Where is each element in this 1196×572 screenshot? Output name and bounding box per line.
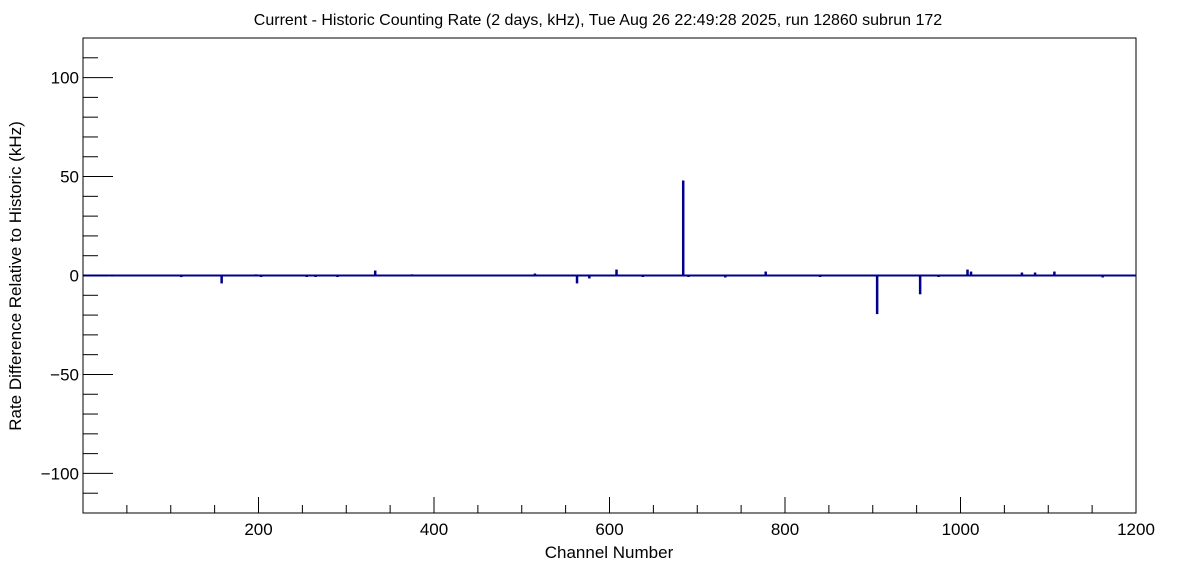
y-tick-label: −50	[50, 365, 79, 384]
y-tick-label: 100	[51, 69, 79, 88]
y-tick-label: 50	[60, 168, 79, 187]
x-tick-label: 1000	[942, 520, 980, 539]
bar	[615, 270, 618, 276]
bar	[819, 276, 822, 278]
y-tick-label: 0	[70, 267, 79, 286]
bar	[314, 276, 317, 278]
bar	[682, 181, 685, 276]
bar	[220, 276, 223, 284]
bar	[970, 272, 973, 276]
x-tick-label: 200	[244, 520, 272, 539]
bar	[642, 276, 645, 278]
bar	[1053, 272, 1056, 276]
bar	[919, 276, 922, 295]
bar	[937, 276, 940, 278]
bar	[260, 276, 263, 278]
x-tick-label: 600	[595, 520, 623, 539]
bar	[1101, 276, 1104, 278]
x-tick-label: 400	[420, 520, 448, 539]
x-tick-label: 800	[771, 520, 799, 539]
bar	[336, 276, 339, 278]
y-tick-label: −100	[41, 464, 79, 483]
bar	[724, 276, 727, 278]
bar	[764, 272, 767, 276]
series-bars	[108, 181, 1104, 315]
bar	[534, 274, 537, 276]
y-axis-title: Rate Difference Relative to Historic (kH…	[6, 121, 25, 431]
bar	[180, 276, 183, 278]
bar	[108, 275, 111, 277]
bar	[374, 271, 377, 276]
bar	[796, 275, 799, 277]
bar	[411, 274, 414, 276]
chart-title: Current - Historic Counting Rate (2 days…	[254, 12, 943, 29]
bar	[966, 270, 969, 276]
bar	[1034, 273, 1037, 276]
bar	[658, 275, 661, 277]
bar	[687, 276, 690, 278]
y-axis-ticks: −100 −50 0 50 100	[41, 58, 113, 493]
x-tick-label: 1200	[1117, 520, 1155, 539]
x-axis-ticks: 200 400 600 800 1000 1200	[127, 497, 1155, 539]
bar	[306, 276, 309, 278]
bar	[876, 276, 879, 315]
bar	[438, 275, 441, 277]
x-axis-title: Channel Number	[545, 543, 674, 562]
bar	[1021, 273, 1024, 276]
bar	[588, 276, 591, 279]
bar	[255, 274, 258, 276]
bar	[576, 276, 579, 284]
